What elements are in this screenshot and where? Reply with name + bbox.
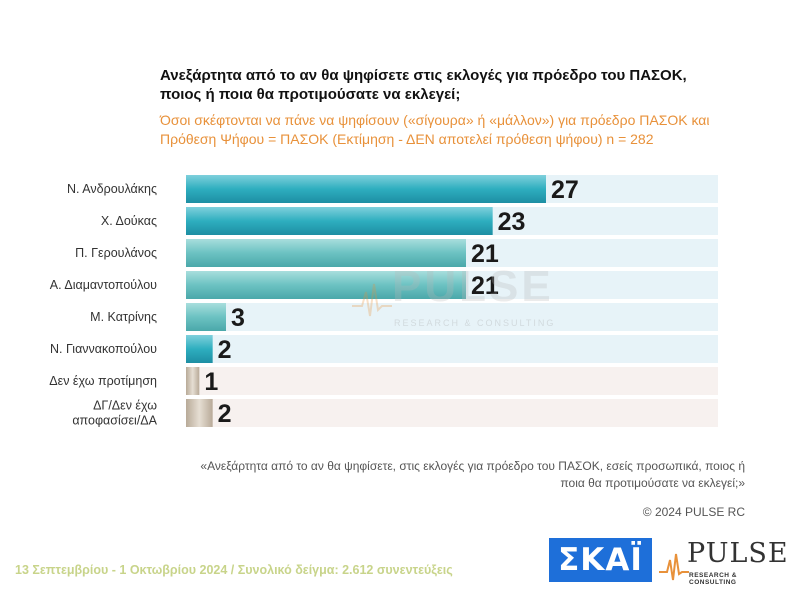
value-label: 1 bbox=[204, 368, 218, 396]
category-label: Ν. Γιαννακοπούλου bbox=[50, 342, 157, 356]
bar bbox=[186, 271, 466, 299]
category-label: Π. Γερουλάνος bbox=[75, 246, 157, 260]
value-label: 21 bbox=[471, 272, 499, 300]
pulse-logo-sub: RESEARCH & CONSULTING bbox=[689, 572, 737, 586]
skai-logo: ΣΚΑΪ bbox=[549, 538, 652, 582]
row-background bbox=[186, 367, 718, 395]
bar bbox=[186, 303, 226, 331]
row-background bbox=[186, 303, 718, 331]
pulse-mark-icon bbox=[659, 553, 689, 581]
bar bbox=[186, 367, 200, 395]
chart-title: Ανεξάρτητα από το αν θα ψηφίσετε στις εκ… bbox=[160, 67, 687, 103]
bar-chart: Ν. Ανδρουλάκης Χ. Δούκας Π. Γερουλάνος Α. Δ… bbox=[49, 175, 718, 428]
pulse-logo: PULSE RESEARCH & CONSULTING bbox=[659, 538, 788, 586]
category-label: ΔΓ/Δεν έχω αποφασίσει/ΔΑ bbox=[72, 399, 157, 428]
value-label: 2 bbox=[218, 400, 232, 428]
chart-subtitle: Όσοι σκέφτονται να πάνε να ψηφίσουν («σί… bbox=[160, 112, 710, 147]
question-footnote: «Ανεξάρτητα από το αν θα ψηφίσετε, στις … bbox=[200, 459, 745, 490]
survey-dates-sample: 13 Σεπτεμβρίου - 1 Οκτωβρίου 2024 / Συνο… bbox=[15, 563, 453, 577]
row-background bbox=[186, 335, 718, 363]
category-label: Χ. Δούκας bbox=[101, 214, 157, 228]
value-label: 2 bbox=[218, 336, 232, 364]
skai-logo-text: ΣΚΑΪ bbox=[558, 542, 643, 578]
bar bbox=[186, 175, 546, 203]
bar bbox=[186, 399, 213, 427]
bar bbox=[186, 207, 493, 235]
category-label: Δεν έχω προτίμηση bbox=[49, 374, 157, 388]
value-label: 27 bbox=[551, 176, 579, 204]
row-background bbox=[186, 399, 718, 427]
category-label: Α. Διαμαντοπούλου bbox=[50, 278, 157, 292]
value-label: 23 bbox=[498, 208, 526, 236]
bar bbox=[186, 335, 213, 363]
copyright: © 2024 PULSE RC bbox=[642, 505, 745, 519]
bar bbox=[186, 239, 466, 267]
value-label: 3 bbox=[231, 304, 245, 332]
pulse-logo-word: PULSE bbox=[687, 538, 789, 569]
value-label: 21 bbox=[471, 240, 499, 268]
category-label: Ν. Ανδρουλάκης bbox=[67, 182, 157, 196]
category-label: Μ. Κατρίνης bbox=[90, 310, 157, 324]
